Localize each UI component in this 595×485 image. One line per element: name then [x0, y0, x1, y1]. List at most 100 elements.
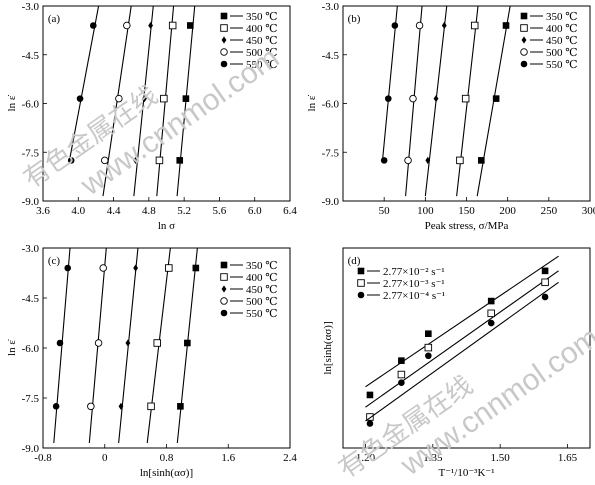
panel-d-fit-line [365, 270, 559, 408]
panel-d-panel-label: (d) [348, 255, 361, 267]
panel-a-x-tick-label: 3.6 [36, 205, 50, 217]
panel-c-y-tick-label: -3.0 [22, 243, 40, 255]
panel-c-data-point [192, 264, 200, 272]
panel-b-data-point [404, 156, 412, 165]
panel-c-data-point [64, 264, 71, 272]
panel-b-data-point [415, 21, 424, 30]
panel-a-data-point [168, 21, 177, 30]
panel-b-data-point [380, 157, 388, 164]
panel-c-legend-marker [220, 309, 228, 317]
panel-d-data-point [397, 370, 406, 379]
panel-d-x-tick-label: 1.50 [491, 452, 511, 464]
panel-c-x-tick-label: 1.6 [221, 452, 235, 464]
panel-a-legend-label: 350 ℃ [246, 11, 278, 23]
panel-a-x-axis-label: ln σ [158, 220, 175, 232]
panel-b-data-point [425, 156, 431, 164]
panel-a-legend-label: 400 ℃ [246, 23, 278, 35]
panel-a-y-tick-label: -4.5 [22, 50, 40, 62]
panel-d-legend-label: 2.77×10⁻³ s⁻¹ [383, 278, 445, 290]
panel-d-data-point [487, 297, 495, 305]
panel-a-data-point [187, 22, 194, 29]
panel-c-panel-label: (c) [48, 255, 61, 267]
panel-c-legend-marker [220, 273, 228, 281]
panel-c-data-point [52, 403, 60, 410]
panel-c-y-tick-label: -7.5 [22, 393, 40, 405]
panel-b-y-tick-label: -6.0 [322, 99, 340, 111]
panel-d-legend-marker [357, 291, 365, 299]
panel-c-x-tick-label: -0.8 [34, 452, 52, 464]
panel-b-legend-label: 500 ℃ [546, 47, 578, 59]
panel-d-data-point [487, 309, 495, 318]
panel-d-data-point [366, 391, 374, 399]
panel-d-fit-line [365, 281, 559, 422]
panel-a-data-point [89, 22, 97, 29]
panel-b-data-point [391, 22, 399, 29]
panel-a-legend-label: 450 ℃ [246, 35, 278, 47]
panel-a-legend-marker [220, 48, 228, 56]
panel-a-data-point [123, 21, 131, 30]
panel-a-x-tick-label: 5.6 [213, 205, 227, 217]
panel-a-legend-label: 550 ℃ [246, 59, 278, 71]
panel-d-legend-label: 2.77×10⁻⁴ s⁻¹ [383, 290, 445, 302]
panel-a-data-point [67, 157, 75, 164]
panel-d-x-axis-label: T⁻¹/10⁻³K⁻¹ [438, 467, 494, 479]
panel-c-data-point [133, 264, 139, 272]
panel-c-y-tick-label: -9.0 [22, 443, 40, 455]
panel-b-data-point [461, 94, 470, 103]
panel-c-data-point [99, 264, 107, 272]
panel-d-data-point [541, 278, 549, 287]
panel-b-data-point [502, 22, 510, 29]
panel-b-y-tick-label: -9.0 [322, 196, 340, 208]
panel-b-x-tick-label: 200 [499, 205, 516, 217]
panel-c-data-point [56, 339, 64, 347]
panel-b-data-point [456, 156, 464, 165]
panel-b-legend-marker [520, 60, 528, 68]
panel-b-data-point [409, 94, 417, 103]
panel-a-y-tick-label: -3.0 [22, 1, 40, 13]
panel-c-data-point [184, 339, 191, 347]
panel-d-data-point [541, 267, 549, 275]
panel-d-data-point [541, 293, 549, 301]
panel-a-data-point [100, 156, 109, 165]
panel-b-legend-label: 400 ℃ [546, 23, 578, 35]
panel-d-data-point [425, 352, 432, 360]
panel-d-legend-marker [357, 267, 365, 275]
panel-a-fit-line [68, 5, 100, 161]
panel-b-legend-label: 350 ℃ [546, 11, 578, 23]
panel-a-data-point [115, 94, 123, 103]
panel-a-data-point [133, 156, 139, 164]
panel-c-data-point [165, 264, 173, 272]
panel-c-data-point [94, 339, 103, 347]
panel-a-data-point [182, 95, 190, 102]
panel-a-data-point [176, 157, 184, 164]
panel-a-data-point [76, 95, 84, 102]
panel-b-legend-marker [521, 36, 527, 44]
panel-b-x-tick-label: 50 [379, 205, 391, 217]
panel-b-x-tick-label: 100 [417, 205, 434, 217]
panel-b-legend-marker [520, 48, 528, 56]
panel-d-fit-line [365, 255, 559, 388]
panel-b-legend-marker [520, 12, 528, 20]
panel-d-x-tick-label: 1.20 [356, 452, 376, 464]
panel-d-data-point [487, 319, 495, 327]
panel-a-legend-label: 500 ℃ [246, 47, 278, 59]
panel-b-data-point [492, 95, 500, 102]
panel-c-legend-marker [221, 285, 227, 293]
panel-d-data-point [398, 379, 405, 386]
panel-b-fit-line [381, 5, 398, 161]
panel-b-x-tick-label: 150 [458, 205, 475, 217]
panel-d-x-tick-label: 1.35 [423, 452, 443, 464]
panel-c-legend-marker [220, 261, 228, 269]
panel-a-data-point [155, 156, 164, 165]
panel-d-legend-marker [357, 279, 365, 287]
panel-c-x-axis-label: ln[sinh(ασ)] [140, 467, 193, 479]
panel-b-data-point [433, 95, 439, 103]
panel-a-data-point [148, 21, 154, 30]
panel-a-y-tick-label: -7.5 [22, 147, 40, 159]
panel-a-panel-label: (a) [48, 13, 61, 25]
panel-b-y-axis-label: ln ε̇ [306, 95, 318, 112]
panel-c-data-point [153, 339, 161, 347]
panel-c-legend-label: 500 ℃ [246, 296, 278, 308]
panel-a-legend-marker [220, 60, 228, 68]
